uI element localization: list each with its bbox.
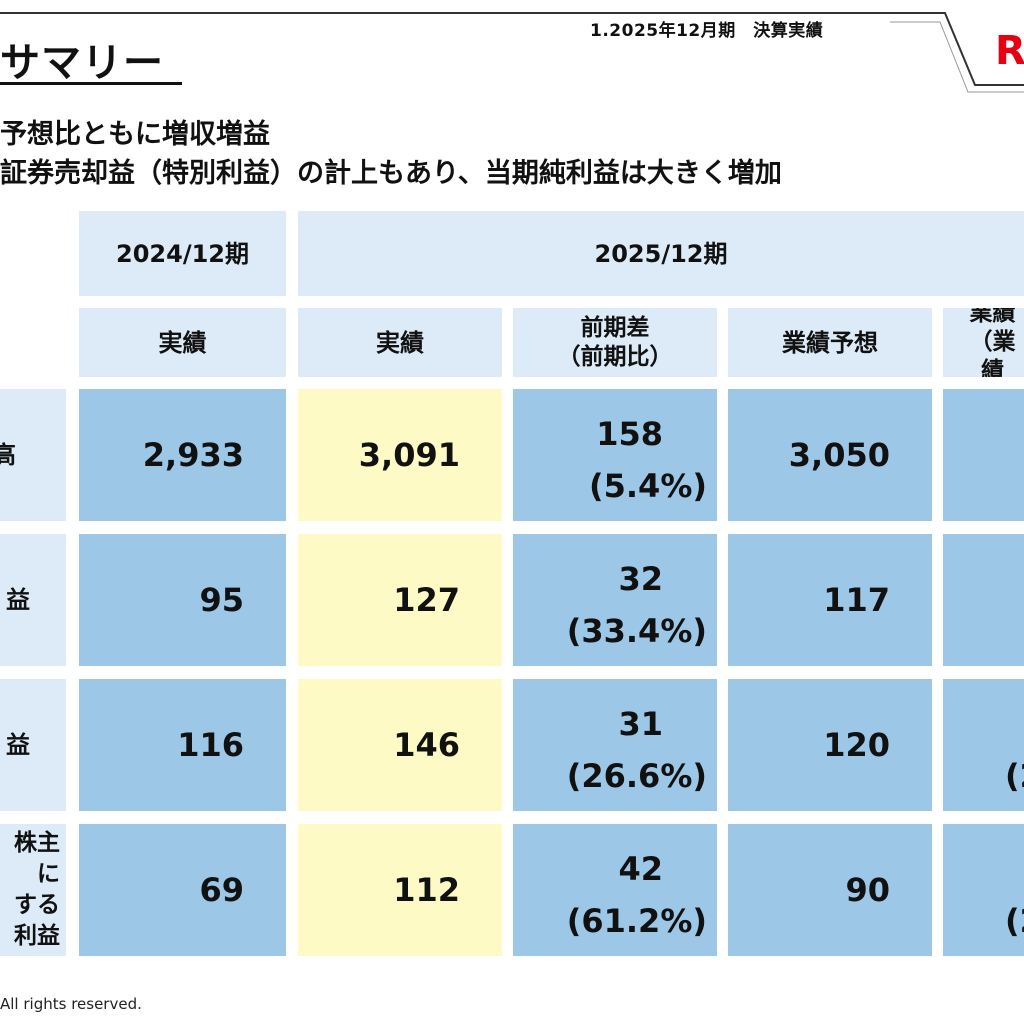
cell-vs-forecast-ordinary-income: (2 <box>943 679 1024 811</box>
diff-percent: (5.4%) <box>589 467 707 505</box>
cell-forecast-operating-income: 117 <box>728 534 932 666</box>
cell-forecast-net-income: 90 <box>728 824 932 956</box>
col-header-vs-forecast: 業績 （業績 <box>943 308 1024 377</box>
cell-curr-sales: 3,091 <box>298 389 502 521</box>
row-label-operating-income: 益 <box>0 534 66 666</box>
company-logo: R <box>995 28 1024 74</box>
col-header-prev-actual: 実績 <box>79 308 286 377</box>
section-label: 1.2025年12月期 決算実績 <box>590 21 824 41</box>
cell-prev-net-income: 69 <box>79 824 286 956</box>
cell-prev-sales: 2,933 <box>79 389 286 521</box>
cell-diff-net-income: 42 (61.2%) <box>513 824 717 956</box>
diff-percent: (33.4%) <box>566 612 707 650</box>
cell-vs-forecast-sales <box>943 389 1024 521</box>
diff-percent: (61.2%) <box>566 902 707 940</box>
diff-value: 158 <box>596 415 663 453</box>
cell-diff-sales: 158 (5.4%) <box>513 389 717 521</box>
cell-curr-operating-income: 127 <box>298 534 502 666</box>
diff-percent: (26.6%) <box>566 757 707 795</box>
diff-value: 42 <box>618 850 663 888</box>
vs-forecast-percent: (2 <box>1005 757 1024 795</box>
diff-value: 31 <box>618 705 663 743</box>
cell-forecast-sales: 3,050 <box>728 389 932 521</box>
bullet-1: 予想比ともに増収増益 <box>0 119 270 150</box>
col-header-yoy-diff: 前期差 （前期比） <box>513 308 717 377</box>
cell-curr-ordinary-income: 146 <box>298 679 502 811</box>
period-header-prev: 2024/12期 <box>79 211 286 296</box>
cell-curr-net-income: 112 <box>298 824 502 956</box>
cell-prev-operating-income: 95 <box>79 534 286 666</box>
cell-prev-ordinary-income: 116 <box>79 679 286 811</box>
cell-vs-forecast-operating-income <box>943 534 1024 666</box>
header-divider-graphic <box>880 12 1024 93</box>
bullet-2: 証券売却益（特別利益）の計上もあり、当期純利益は大きく増加 <box>0 158 782 189</box>
header-rule <box>0 12 945 14</box>
diff-value: 32 <box>618 560 663 598</box>
col-header-curr-actual: 実績 <box>298 308 502 377</box>
cell-vs-forecast-net-income: (2 <box>943 824 1024 956</box>
row-label-sales: 高 <box>0 389 66 521</box>
row-label-ordinary-income: 益 <box>0 679 66 811</box>
vs-forecast-percent: (2 <box>1005 902 1024 940</box>
period-header-curr: 2025/12期 <box>298 211 1024 296</box>
page-title: サマリー <box>0 40 164 86</box>
title-underline <box>0 82 182 85</box>
cell-diff-ordinary-income: 31 (26.6%) <box>513 679 717 811</box>
cell-forecast-ordinary-income: 120 <box>728 679 932 811</box>
row-label-net-income: 株主に する 利益 <box>0 824 66 956</box>
cell-diff-operating-income: 32 (33.4%) <box>513 534 717 666</box>
col-header-forecast: 業績予想 <box>728 308 932 377</box>
copyright-footer: All rights reserved. <box>0 995 142 1013</box>
